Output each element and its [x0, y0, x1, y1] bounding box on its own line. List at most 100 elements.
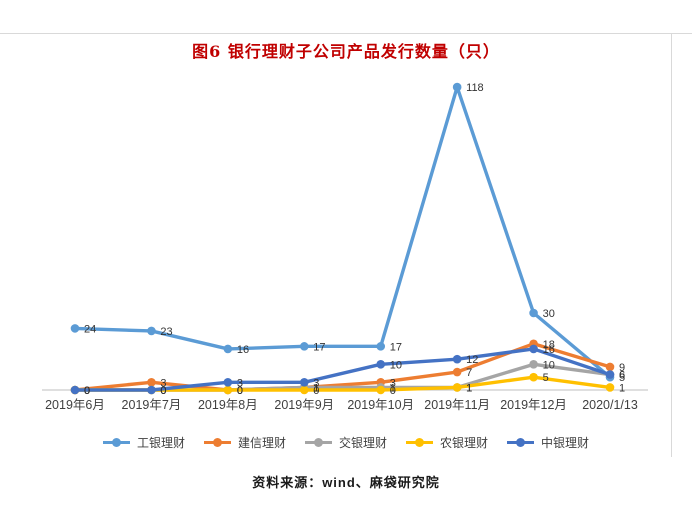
value-label-3-4: 0	[390, 385, 396, 397]
value-label-1-6: 18	[543, 339, 555, 351]
value-label-3-5: 1	[466, 382, 472, 394]
source-note: 资料来源：wind、麻袋研究院	[252, 475, 440, 490]
value-label-3-3: 0	[313, 385, 319, 397]
value-label-4-6: 16	[543, 344, 555, 356]
value-label-3-2: 0	[237, 385, 243, 397]
top-border-line	[0, 33, 692, 34]
value-label-4-2: 3	[237, 377, 243, 389]
legend-label: 农银理财	[440, 435, 489, 450]
series-line-1	[73, 342, 612, 392]
legend-item-1: 建信理财	[203, 434, 286, 451]
x-axis-label-5: 2019年11月	[424, 398, 490, 412]
value-label-1-5: 7	[466, 367, 472, 379]
value-label-0-7: 5	[619, 372, 625, 384]
x-axis-label-3: 2019年9月	[274, 398, 334, 412]
value-label-1-0: 0	[84, 385, 90, 397]
data-point-0-5	[452, 82, 462, 92]
data-point-0-2	[223, 344, 233, 354]
value-label-2-4: 1	[390, 382, 396, 394]
value-label-0-2: 16	[237, 344, 249, 356]
data-point-0-1	[147, 326, 156, 336]
data-point-4-2	[223, 377, 233, 387]
legend-item-2: 交银理财	[304, 434, 387, 451]
value-label-4-3: 3	[313, 377, 319, 389]
data-point-3-3	[299, 385, 309, 395]
data-point-3-7	[605, 383, 615, 392]
value-label-3-7: 1	[619, 382, 625, 394]
x-axis-label-4: 2019年10月	[347, 398, 414, 412]
legend-dot	[111, 437, 121, 447]
value-label-1-7: 9	[619, 362, 625, 374]
legend-dot	[516, 437, 526, 447]
data-point-1-7	[605, 362, 615, 372]
value-label-3-0: 0	[84, 385, 90, 397]
data-point-3-2	[223, 385, 233, 395]
value-label-2-0: 0	[84, 385, 90, 397]
value-label-2-6: 10	[543, 359, 555, 371]
chart-title: 图6 银行理财子公司产品发行数量（只）	[192, 42, 500, 61]
data-point-1-1	[147, 377, 156, 387]
value-label-4-7: 6	[619, 370, 625, 382]
value-label-0-4: 17	[390, 341, 402, 353]
legend-dot	[313, 437, 323, 447]
value-label-2-1: 0	[160, 385, 166, 397]
data-point-4-3	[299, 377, 309, 387]
legend-label: 工银理财	[136, 435, 185, 450]
legend-label: 中银理财	[541, 435, 590, 450]
value-label-2-3: 1	[313, 382, 319, 394]
data-point-4-0	[70, 385, 80, 395]
x-axis-label-1: 2019年7月	[122, 398, 182, 412]
legend-dot	[415, 437, 424, 447]
legend-line-dot-marker	[102, 437, 130, 447]
legend-line-dot-marker	[406, 437, 433, 447]
right-border-line	[671, 33, 672, 457]
data-point-4-6	[529, 344, 538, 354]
value-label-4-5: 12	[466, 354, 478, 366]
x-axis-label-2: 2019年8月	[198, 398, 258, 412]
x-axis-label-0: 2019年6月	[45, 398, 105, 412]
value-label-0-5: 118	[466, 82, 484, 94]
value-label-4-4: 10	[390, 359, 402, 371]
x-axis-label-7: 2020/1/13	[582, 398, 638, 412]
data-point-0-3	[299, 342, 309, 351]
series-line-0	[73, 85, 612, 379]
value-label-1-3: 1	[313, 382, 319, 394]
data-point-4-5	[452, 354, 462, 364]
value-label-2-7: 6	[619, 370, 625, 382]
value-label-0-1: 23	[160, 326, 172, 338]
value-label-3-6: 5	[543, 372, 549, 384]
value-label-1-2: 0	[237, 385, 243, 397]
legend-line-dot-marker	[203, 437, 231, 447]
series-line-4	[73, 347, 612, 392]
legend-label: 建信理财	[237, 435, 286, 450]
data-point-1-5	[452, 367, 462, 377]
value-label-4-0: 0	[84, 385, 90, 397]
value-label-0-3: 17	[313, 341, 325, 353]
data-point-2-6	[529, 360, 538, 369]
legend-label: 交银理财	[338, 435, 387, 450]
data-point-3-5	[452, 383, 462, 392]
value-label-2-5: 1	[466, 382, 472, 394]
legend-item-3: 农银理财	[406, 434, 488, 451]
data-point-4-7	[605, 370, 615, 379]
data-point-3-6	[529, 372, 538, 382]
value-label-3-1: 0	[160, 385, 166, 397]
legend-line-dot-marker	[304, 437, 332, 447]
data-point-0-6	[529, 308, 538, 318]
legend-dot	[212, 437, 222, 447]
legend-line-dot-marker	[507, 437, 535, 447]
value-label-4-1: 0	[160, 385, 166, 397]
x-axis-label-6: 2019年12月	[500, 398, 567, 412]
chart-legend: 工银理财 建信理财 交银理财 农银理财 中银理财	[0, 432, 692, 452]
data-point-0-4	[376, 342, 386, 351]
legend-item-4: 中银理财	[507, 434, 589, 451]
data-point-0-0	[70, 324, 80, 333]
data-point-3-4	[376, 385, 386, 395]
data-point-4-4	[376, 360, 386, 369]
value-label-0-0: 24	[84, 323, 96, 335]
value-label-1-1: 3	[160, 377, 166, 389]
data-point-4-1	[147, 385, 156, 395]
legend-item-0: 工银理财	[102, 434, 185, 451]
